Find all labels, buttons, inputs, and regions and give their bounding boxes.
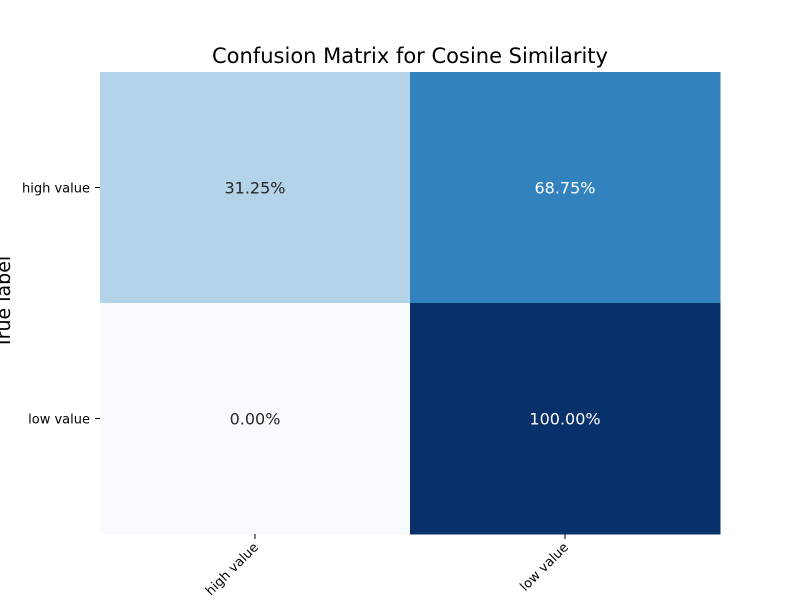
heatmap-cell: [410, 303, 721, 535]
y-tick-label: low value: [28, 413, 90, 428]
cell-value-label: 100.00%: [529, 410, 600, 429]
x-tick-label: low value: [517, 540, 571, 594]
cell-value-label: 31.25%: [224, 179, 285, 198]
y-axis-ticks: high value low value: [22, 182, 100, 428]
cell-value-label: 0.00%: [230, 410, 281, 429]
heatmap-cell: [100, 72, 411, 304]
cell-value-labels: 31.25% 68.75% 0.00% 100.00%: [224, 179, 600, 429]
y-tick-label: high value: [22, 182, 90, 197]
y-axis-label: True label: [0, 256, 15, 349]
heatmap-cells: [100, 72, 721, 535]
x-tick-label: high value: [203, 540, 262, 599]
cell-value-label: 68.75%: [534, 179, 595, 198]
x-axis-ticks: high value low value: [203, 534, 572, 599]
heatmap-cell: [410, 72, 721, 304]
heatmap-cell: [100, 303, 411, 535]
chart-title: Confusion Matrix for Cosine Similarity: [212, 44, 608, 68]
